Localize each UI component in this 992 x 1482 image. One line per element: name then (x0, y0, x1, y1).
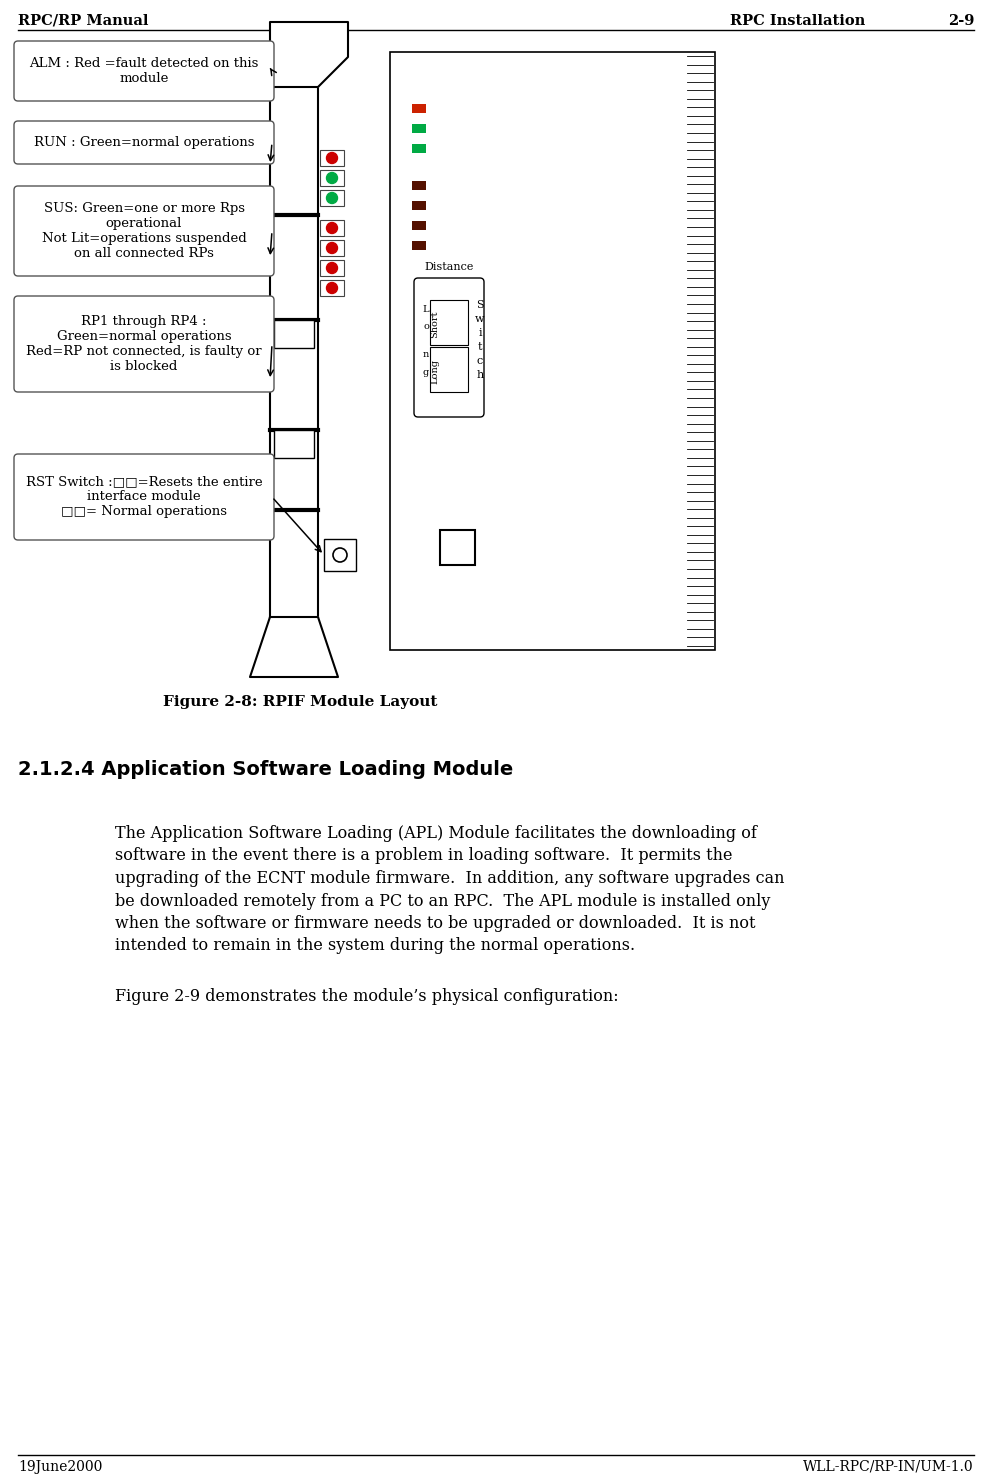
Text: RPC Installation: RPC Installation (730, 13, 865, 28)
Bar (320, 190, 344, 206)
Bar (320, 219, 344, 236)
Bar (412, 242, 426, 250)
Text: when the software or firmware needs to be upgraded or downloaded.  It is not: when the software or firmware needs to b… (115, 914, 756, 932)
Polygon shape (250, 617, 338, 677)
Text: software in the event there is a problem in loading software.  It permits the: software in the event there is a problem… (115, 848, 732, 864)
Text: RST Switch :□□=Resets the entire
interface module
□□= Normal operations: RST Switch :□□=Resets the entire interfa… (26, 476, 262, 519)
Text: g: g (423, 368, 430, 376)
Bar (440, 531, 475, 565)
Text: L: L (423, 305, 430, 314)
Bar (412, 202, 426, 210)
Text: RPC/RP Manual: RPC/RP Manual (18, 13, 149, 28)
Bar (274, 430, 314, 458)
FancyBboxPatch shape (14, 187, 274, 276)
Text: i: i (478, 328, 482, 338)
Text: Figure 2-9 demonstrates the module’s physical configuration:: Figure 2-9 demonstrates the module’s phy… (115, 988, 619, 1005)
Text: SUS: Green=one or more Rps
operational
Not Lit=operations suspended
on all conne: SUS: Green=one or more Rps operational N… (42, 202, 246, 259)
Text: upgrading of the ECNT module firmware.  In addition, any software upgrades can: upgrading of the ECNT module firmware. I… (115, 870, 785, 888)
Text: w: w (475, 314, 485, 325)
FancyBboxPatch shape (14, 296, 274, 393)
Text: t: t (478, 342, 482, 353)
Text: ALM : Red =fault detected on this
module: ALM : Red =fault detected on this module (30, 56, 259, 84)
Bar (320, 240, 344, 256)
Bar (320, 170, 344, 187)
Bar (320, 280, 344, 296)
FancyBboxPatch shape (14, 453, 274, 539)
Circle shape (326, 172, 337, 184)
Text: o: o (423, 322, 429, 330)
Text: The Application Software Loading (APL) Module facilitates the downloading of: The Application Software Loading (APL) M… (115, 825, 757, 842)
FancyBboxPatch shape (14, 41, 274, 101)
Text: WLL-RPC/RP-IN/UM-1.0: WLL-RPC/RP-IN/UM-1.0 (804, 1460, 974, 1475)
Text: Long: Long (431, 359, 439, 384)
Text: h: h (476, 370, 484, 379)
FancyBboxPatch shape (414, 279, 484, 416)
Bar (412, 181, 426, 190)
Text: 2.1.2.4 Application Software Loading Module: 2.1.2.4 Application Software Loading Mod… (18, 760, 513, 780)
Circle shape (326, 262, 337, 274)
Bar (430, 299, 468, 345)
Polygon shape (270, 22, 348, 87)
Bar (412, 221, 426, 230)
Bar (274, 320, 314, 348)
Bar (430, 347, 468, 393)
Text: Figure 2-8: RPIF Module Layout: Figure 2-8: RPIF Module Layout (163, 695, 437, 708)
Circle shape (333, 548, 347, 562)
Text: intended to remain in the system during the normal operations.: intended to remain in the system during … (115, 938, 635, 954)
Circle shape (326, 153, 337, 163)
Text: S: S (476, 299, 484, 310)
Bar (390, 52, 715, 651)
Text: RP1 through RP4 :
Green=normal operations
Red=RP not connected, is faulty or
is : RP1 through RP4 : Green=normal operation… (26, 316, 262, 373)
Circle shape (326, 243, 337, 253)
Circle shape (326, 193, 337, 203)
Text: 19June2000: 19June2000 (18, 1460, 102, 1475)
Circle shape (326, 283, 337, 293)
FancyBboxPatch shape (14, 122, 274, 165)
Text: n: n (423, 350, 430, 359)
Text: Short: Short (431, 310, 439, 338)
Text: be downloaded remotely from a PC to an RPC.  The APL module is installed only: be downloaded remotely from a PC to an R… (115, 892, 771, 910)
Text: c: c (477, 356, 483, 366)
Text: RUN : Green=normal operations: RUN : Green=normal operations (34, 136, 254, 150)
Bar (324, 539, 356, 571)
Bar (270, 52, 318, 648)
Bar (320, 259, 344, 276)
Bar (412, 124, 426, 133)
Bar (320, 150, 344, 166)
Bar (412, 104, 426, 113)
Circle shape (326, 222, 337, 234)
Text: Distance: Distance (425, 262, 474, 273)
Text: 2-9: 2-9 (947, 13, 974, 28)
Bar (412, 144, 426, 153)
